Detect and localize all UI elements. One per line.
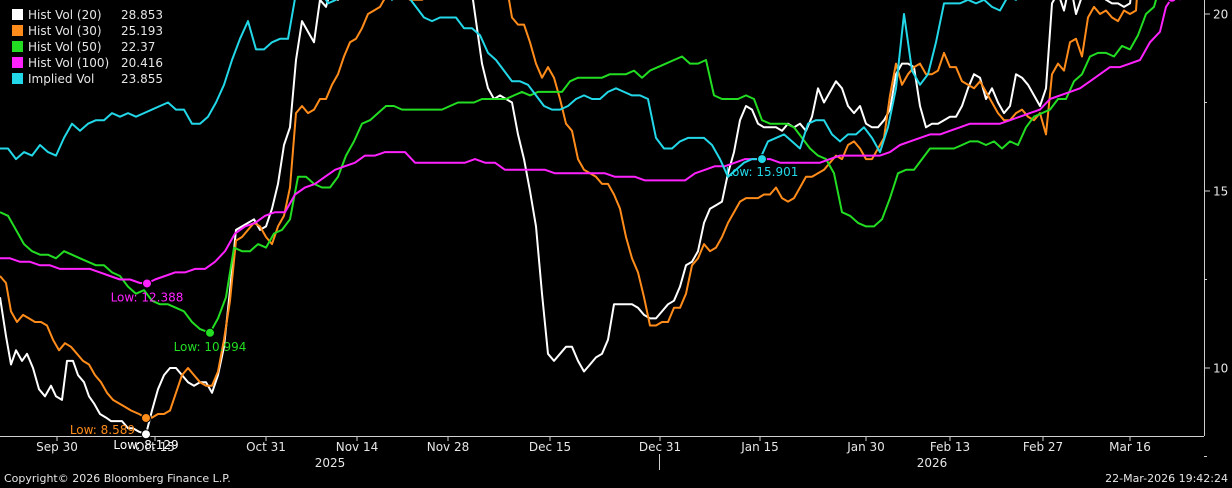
low-marker-label: Low: 8.589 [70,423,135,437]
low-marker-dot [141,429,151,440]
legend-series-value: 28.853 [121,8,163,22]
low-marker-label: Low: 10.994 [174,340,247,354]
year-label: 2026 [917,456,948,470]
low-marker-label: Low: 8.129 [113,438,178,452]
series-line-hist-vol-100 [0,0,1181,285]
legend-swatch [12,73,23,84]
x-tick-label: Oct 31 [246,440,286,454]
legend-series-value: 20.416 [121,56,163,70]
legend-series-value: 25.193 [121,24,163,38]
series-line-hist-vol-20 [0,0,1132,436]
low-marker-dot [205,327,215,338]
legend-swatch [12,57,23,68]
x-tick-label: Sep 30 [36,440,78,454]
x-tick-label: Dec 31 [639,440,681,454]
legend-swatch [12,9,23,20]
legend-series-name: Implied Vol [28,72,94,86]
legend-swatch [12,25,23,36]
series-line-hist-vol-50 [0,0,1157,334]
series-line-implied-vol [0,0,1017,178]
low-marker-label: Low: 15.901 [726,165,799,179]
x-tick-label: Mar 16 [1109,440,1151,454]
x-tick-label: Feb 27 [1023,440,1063,454]
x-tick-label: Feb 13 [930,440,970,454]
low-marker-dot [141,412,151,423]
low-marker-dot [142,278,152,289]
high-marker-dot [1167,0,1177,3]
x-tick-label: Jan 30 [846,440,885,454]
low-marker-label: Low: 12.388 [111,290,184,304]
legend-series-name: Hist Vol (20) [28,8,102,22]
legend-series-name: Hist Vol (50) [28,40,102,54]
legend: Hist Vol (20) 28.853 Hist Vol (30) 25.193 Hi… [0,0,164,94]
copyright-text: Copyright© 2026 Bloomberg Finance L.P. [4,472,231,485]
legend-series-name: Hist Vol (100) [28,56,109,70]
legend-series-name: Hist Vol (30) [28,24,102,38]
y-tick-label: 20 [1213,8,1228,22]
x-tick-label: Jan 15 [740,440,779,454]
legend-background [0,0,164,94]
x-tick-label: Nov 28 [427,440,470,454]
y-tick-label: 10 [1213,362,1228,376]
legend-series-value: 22.37 [121,40,155,54]
year-label: 2025 [315,456,346,470]
y-tick-label: 15 [1213,185,1228,199]
low-marker-dot [757,154,767,165]
x-tick-label: Nov 14 [336,440,379,454]
x-tick-label: Oct 15 [135,440,175,454]
legend-swatch [12,41,23,52]
timestamp-text: 22-Mar-2026 19:42:24 [1105,472,1228,485]
x-tick-label: Dec 15 [529,440,571,454]
legend-series-value: 23.855 [121,72,163,86]
series-line-hist-vol-30 [0,0,1138,419]
series-layer [0,0,1181,436]
